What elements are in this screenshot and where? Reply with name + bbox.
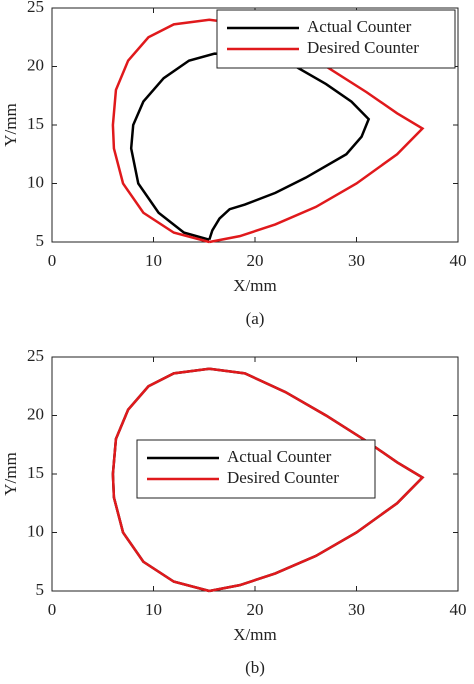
legend-label: Actual Counter: [307, 17, 412, 36]
x-axis-label: X/mm: [233, 276, 276, 295]
x-tick-label: 0: [48, 251, 57, 270]
x-tick-label: 10: [145, 251, 162, 270]
x-tick-label: 30: [348, 600, 365, 619]
legend-box: [216, 9, 456, 69]
y-axis-label: Y/mm: [1, 452, 20, 495]
x-tick-label: 40: [450, 251, 467, 270]
x-tick-label: 40: [450, 600, 467, 619]
caption: (b): [245, 658, 265, 677]
y-tick-label: 25: [27, 0, 44, 16]
y-tick-label: 15: [27, 463, 44, 482]
x-tick-label: 0: [48, 600, 57, 619]
legend-label: Actual Counter: [227, 447, 332, 466]
y-tick-label: 20: [27, 404, 44, 423]
x-tick-label: 20: [247, 251, 264, 270]
y-axis-label: Y/mm: [1, 103, 20, 146]
series-line: [111, 367, 425, 593]
y-tick-label: 25: [27, 346, 44, 365]
x-tick-label: 20: [247, 600, 264, 619]
y-tick-label: 5: [36, 231, 45, 250]
legend-label: Desired Counter: [227, 468, 339, 487]
y-tick-label: 15: [27, 114, 44, 133]
x-tick-label: 30: [348, 251, 365, 270]
y-tick-label: 10: [27, 521, 44, 540]
x-tick-label: 10: [145, 600, 162, 619]
y-tick-label: 5: [36, 580, 45, 599]
series-line: [129, 52, 371, 241]
x-axis-label: X/mm: [233, 625, 276, 644]
y-tick-label: 10: [27, 172, 44, 191]
legend-box: [136, 439, 376, 499]
legend-label: Desired Counter: [307, 38, 419, 57]
y-tick-label: 20: [27, 55, 44, 74]
caption: (a): [246, 309, 265, 328]
